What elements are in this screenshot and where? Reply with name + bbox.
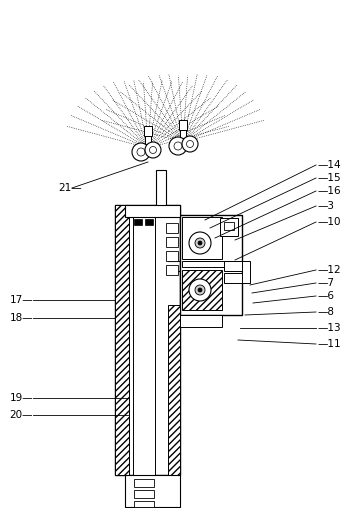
Text: —15: —15: [318, 173, 342, 183]
Text: —10: —10: [318, 217, 341, 227]
Bar: [220, 218, 238, 236]
Bar: [134, 219, 142, 225]
Bar: [166, 237, 178, 247]
Bar: [182, 270, 222, 310]
Text: —7: —7: [318, 278, 335, 288]
Circle shape: [195, 285, 205, 295]
Circle shape: [145, 142, 161, 158]
Bar: [134, 479, 154, 487]
Bar: [134, 501, 154, 507]
Bar: [242, 261, 250, 283]
Text: 20—: 20—: [10, 410, 33, 420]
Circle shape: [189, 279, 211, 301]
Circle shape: [189, 232, 211, 254]
Text: 17—: 17—: [10, 295, 33, 305]
Bar: [166, 251, 178, 261]
Bar: [180, 215, 242, 315]
Bar: [144, 126, 152, 136]
Text: —12: —12: [318, 265, 342, 275]
Bar: [168, 305, 180, 475]
Text: —3: —3: [318, 201, 335, 211]
Bar: [115, 205, 129, 475]
Bar: [133, 205, 155, 475]
Text: —14: —14: [318, 160, 342, 170]
Bar: [224, 222, 234, 230]
Circle shape: [195, 238, 205, 248]
Bar: [182, 217, 222, 259]
Text: —8: —8: [318, 307, 335, 317]
Text: 18—: 18—: [10, 313, 33, 323]
Circle shape: [169, 137, 187, 155]
Text: —13: —13: [318, 323, 342, 333]
Bar: [145, 219, 153, 225]
Text: —11: —11: [318, 339, 342, 349]
Bar: [224, 261, 244, 271]
Bar: [182, 261, 240, 267]
Bar: [180, 130, 186, 138]
Bar: [134, 490, 154, 498]
Circle shape: [182, 136, 198, 152]
Bar: [179, 120, 187, 130]
Circle shape: [132, 143, 150, 161]
Text: 21—: 21—: [58, 183, 82, 193]
Bar: [224, 273, 244, 283]
Circle shape: [198, 241, 202, 245]
Bar: [180, 315, 222, 327]
Bar: [145, 136, 151, 144]
Bar: [125, 205, 180, 217]
Bar: [156, 170, 166, 207]
Bar: [166, 223, 178, 233]
Bar: [115, 205, 180, 475]
Bar: [166, 265, 178, 275]
Text: 19—: 19—: [10, 393, 33, 403]
Text: —6: —6: [318, 291, 335, 301]
Circle shape: [198, 288, 202, 292]
Text: —16: —16: [318, 186, 342, 196]
Bar: [125, 475, 180, 507]
